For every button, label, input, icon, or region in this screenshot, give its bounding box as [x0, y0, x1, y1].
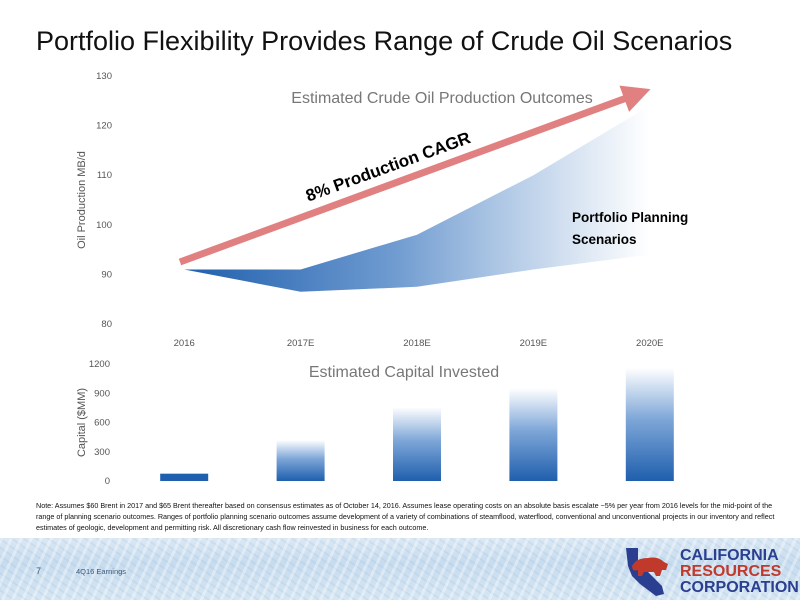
logo-line1: CALIFORNIA	[680, 547, 779, 564]
scenarios-label-line2: Scenarios	[572, 232, 637, 247]
charts-svg: 80 90 100 110 120 130 2016 2017E 2018E 2019E 2020E…	[76, 71, 688, 487]
capital-y-axis-label: Capital ($MM)	[76, 388, 88, 457]
slide-title: Portfolio Flexibility Provides Range of …	[36, 26, 733, 56]
production-y-tick: 100	[96, 220, 112, 231]
capital-bar	[276, 440, 325, 481]
production-x-tick: 2016	[174, 338, 195, 349]
production-chart: 80 90 100 110 120 130 2016 2017E 2018E 2019E 2020E…	[76, 71, 688, 349]
production-y-axis-label: Oil Production MB/d	[76, 151, 88, 249]
capital-bar	[393, 406, 441, 481]
production-x-tick: 2020E	[636, 338, 663, 349]
capital-bar	[625, 367, 674, 481]
scenarios-label-line1: Portfolio Planning	[572, 210, 688, 225]
logo-line2: RESOURCES	[680, 563, 782, 580]
capital-y-tick: 1200	[89, 359, 110, 370]
production-x-tick: 2019E	[520, 338, 547, 349]
capital-chart: 0 300 600 900 1200 Capital ($MM) Estimated Cap…	[76, 359, 674, 487]
capital-y-tick: 0	[105, 476, 110, 487]
capital-y-tick: 600	[94, 418, 110, 429]
production-y-tick: 110	[97, 170, 112, 181]
production-y-tick: 130	[96, 71, 112, 82]
bear-map-icon	[626, 548, 668, 596]
logo-line3: CORPORATION	[680, 579, 799, 596]
capital-chart-title: Estimated Capital Invested	[309, 364, 499, 381]
production-chart-title: Estimated Crude Oil Production Outcomes	[291, 90, 592, 107]
production-y-tick: 120	[96, 121, 112, 132]
production-y-tick: 80	[101, 319, 112, 330]
footer-band	[0, 538, 800, 600]
footer-label: 4Q16 Earnings	[76, 567, 127, 576]
production-x-tick: 2017E	[287, 338, 314, 349]
company-logo: CALIFORNIA RESOURCES CORPORATION	[618, 546, 799, 598]
production-y-tick: 90	[101, 269, 112, 280]
cagr-arrow	[178, 85, 651, 266]
page-number: 7	[36, 566, 42, 576]
footnote: Note: Assumes $60 Brent in 2017 and $65 …	[36, 501, 775, 532]
production-range-area	[184, 105, 650, 292]
capital-y-tick: 300	[94, 447, 110, 458]
capital-bar	[160, 473, 209, 481]
production-x-tick: 2018E	[403, 338, 430, 349]
capital-y-tick: 900	[94, 388, 110, 399]
capital-bar	[509, 388, 558, 481]
